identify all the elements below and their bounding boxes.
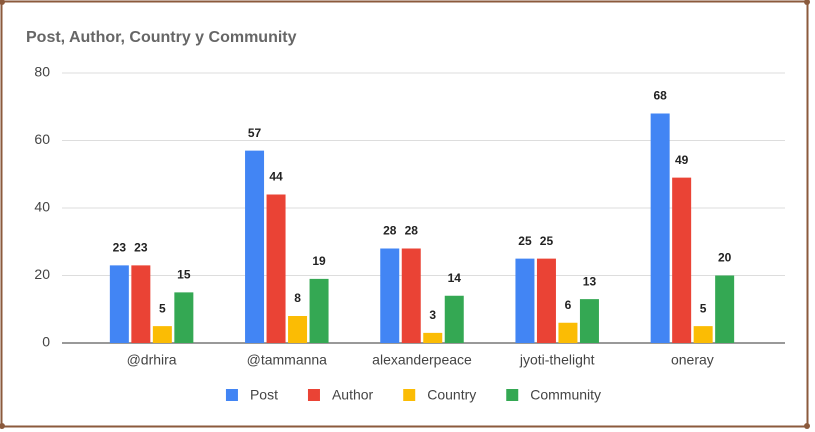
- y-tick-label: 0: [42, 334, 50, 350]
- data-label: 14: [448, 271, 462, 285]
- data-label: 23: [113, 241, 127, 255]
- x-tick-label: oneray: [671, 352, 714, 368]
- data-label: 19: [312, 254, 326, 268]
- data-label: 6: [565, 298, 572, 312]
- data-label: 25: [518, 234, 532, 248]
- bar: [309, 278, 329, 343]
- legend-label: Post: [250, 387, 278, 403]
- bar: [131, 265, 151, 343]
- bar: [401, 248, 421, 343]
- data-label: 3: [429, 308, 436, 322]
- legend-label: Author: [332, 387, 374, 403]
- legend-label: Community: [530, 387, 601, 403]
- data-label: 68: [653, 89, 667, 103]
- corner-dot: [804, 423, 810, 429]
- bar: [152, 326, 172, 343]
- bar: [558, 322, 578, 343]
- bar: [693, 326, 713, 343]
- chart-title: Post, Author, Country y Community: [26, 29, 297, 46]
- x-tick-label: @drhira: [127, 352, 177, 368]
- data-label: 25: [540, 234, 554, 248]
- bar: [174, 292, 194, 343]
- data-label: 28: [383, 224, 397, 238]
- bar: [715, 275, 735, 343]
- y-tick-label: 80: [34, 64, 50, 80]
- legend-swatch: [307, 389, 320, 401]
- bar: [579, 299, 599, 343]
- data-label: 49: [675, 153, 689, 167]
- data-label: 28: [405, 224, 419, 238]
- bar: [288, 316, 308, 343]
- bar: [536, 258, 556, 343]
- bar: [515, 258, 535, 343]
- data-label: 57: [248, 126, 262, 140]
- legend-swatch: [403, 389, 416, 401]
- bar: [444, 295, 464, 343]
- data-label: 5: [700, 301, 707, 315]
- data-label: 13: [583, 274, 597, 288]
- bar: [380, 248, 400, 343]
- data-label: 44: [269, 170, 283, 184]
- y-tick-label: 40: [34, 199, 50, 215]
- bar: [109, 265, 129, 343]
- legend-swatch: [506, 389, 519, 401]
- bar: [650, 113, 670, 343]
- legend-swatch: [225, 389, 238, 401]
- x-tick-label: alexanderpeace: [372, 352, 472, 368]
- bar: [245, 150, 265, 343]
- x-tick-label: @tammanna: [247, 352, 328, 368]
- data-label: 15: [177, 268, 191, 282]
- bar: [266, 194, 286, 343]
- corner-dot: [0, 0, 5, 5]
- data-label: 5: [159, 301, 166, 315]
- y-tick-label: 20: [34, 266, 50, 282]
- data-label: 20: [718, 251, 732, 265]
- y-tick-label: 60: [34, 131, 50, 147]
- data-label: 8: [294, 291, 301, 305]
- bar: [672, 177, 692, 343]
- data-label: 23: [134, 241, 148, 255]
- corner-dot: [804, 0, 810, 5]
- legend-label: Country: [427, 387, 476, 403]
- corner-dot: [0, 423, 5, 429]
- x-tick-label: jyoti-thelight: [519, 352, 595, 368]
- bar: [423, 332, 443, 343]
